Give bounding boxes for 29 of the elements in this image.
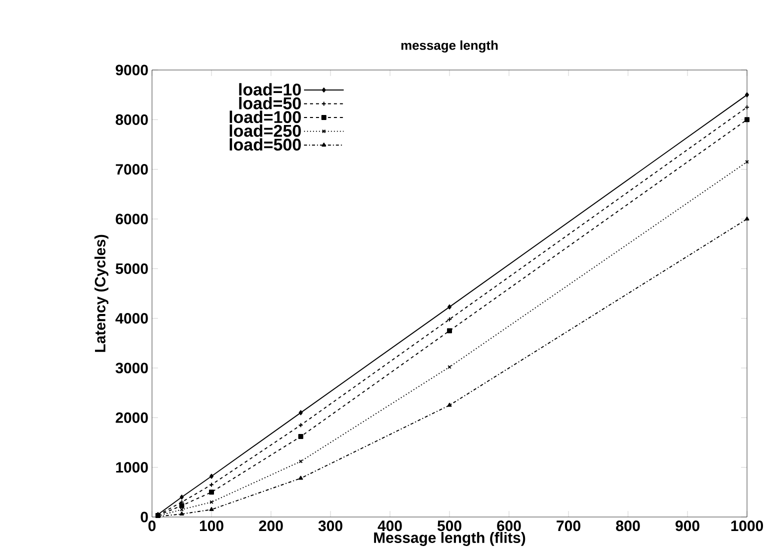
x-tick-label: 900 (676, 520, 700, 532)
legend-label: load=250 (230, 124, 301, 137)
y-tick-label: 5000 (116, 263, 148, 274)
x-tick-label: 1000 (731, 520, 763, 532)
x-tick-label: 600 (497, 520, 521, 532)
y-tick-label: 1000 (116, 462, 148, 473)
x-tick-label: 0 (148, 520, 156, 532)
x-axis-title: Message length (flits) (374, 532, 526, 546)
x-tick-label: 700 (556, 520, 580, 532)
x-tick-label: 100 (200, 520, 224, 532)
legend-label: load=500 (230, 138, 301, 151)
x-tick-label: 500 (437, 520, 462, 532)
y-tick-label: 6000 (116, 214, 148, 224)
x-tick-label: 400 (378, 520, 402, 532)
x-tick-label: 800 (616, 520, 640, 532)
y-tick-label: 9000 (116, 64, 148, 76)
x-tick-label: 200 (259, 520, 283, 532)
x-tick-label: 300 (318, 520, 342, 532)
chart-title: message length (401, 40, 498, 53)
legend-label: load=10 (239, 83, 301, 96)
y-axis-title: Latency (Cycles) (94, 234, 108, 352)
y-tick-label: 8000 (116, 114, 148, 125)
y-tick-label: 3000 (116, 362, 148, 374)
y-tick-label: 7000 (116, 164, 148, 175)
y-tick-label: 2000 (116, 412, 148, 423)
y-tick-label: 0 (140, 512, 148, 522)
legend-label: load=100 (230, 110, 301, 124)
legend-label: load=50 (239, 96, 301, 110)
y-tick-label: 4000 (115, 313, 148, 324)
